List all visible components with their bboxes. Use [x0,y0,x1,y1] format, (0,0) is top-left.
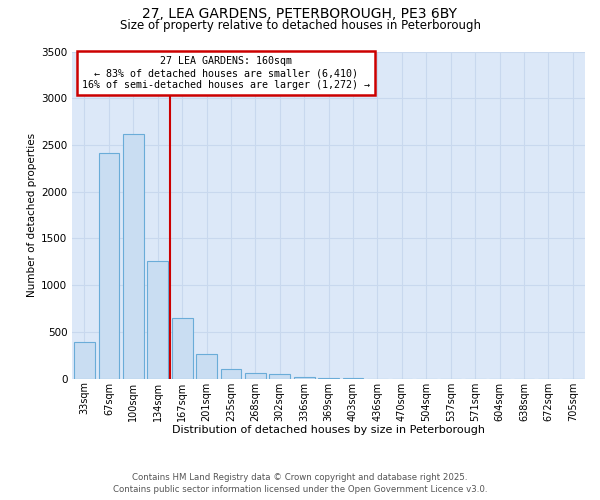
Bar [74,342,95,378]
Text: Size of property relative to detached houses in Peterborough: Size of property relative to detached ho… [119,18,481,32]
Bar [123,134,143,378]
Bar [196,354,217,378]
Bar [98,154,119,378]
Text: Contains HM Land Registry data © Crown copyright and database right 2025.
Contai: Contains HM Land Registry data © Crown c… [113,472,487,494]
Text: 27 LEA GARDENS: 160sqm
← 83% of detached houses are smaller (6,410)
16% of semi-: 27 LEA GARDENS: 160sqm ← 83% of detached… [82,56,370,90]
Bar [221,369,241,378]
Bar [172,318,193,378]
Bar [294,377,314,378]
Text: 27, LEA GARDENS, PETERBOROUGH, PE3 6BY: 27, LEA GARDENS, PETERBOROUGH, PE3 6BY [143,8,458,22]
Y-axis label: Number of detached properties: Number of detached properties [27,133,37,297]
Bar [148,261,168,378]
X-axis label: Distribution of detached houses by size in Peterborough: Distribution of detached houses by size … [172,425,485,435]
Bar [245,373,266,378]
Bar [269,374,290,378]
